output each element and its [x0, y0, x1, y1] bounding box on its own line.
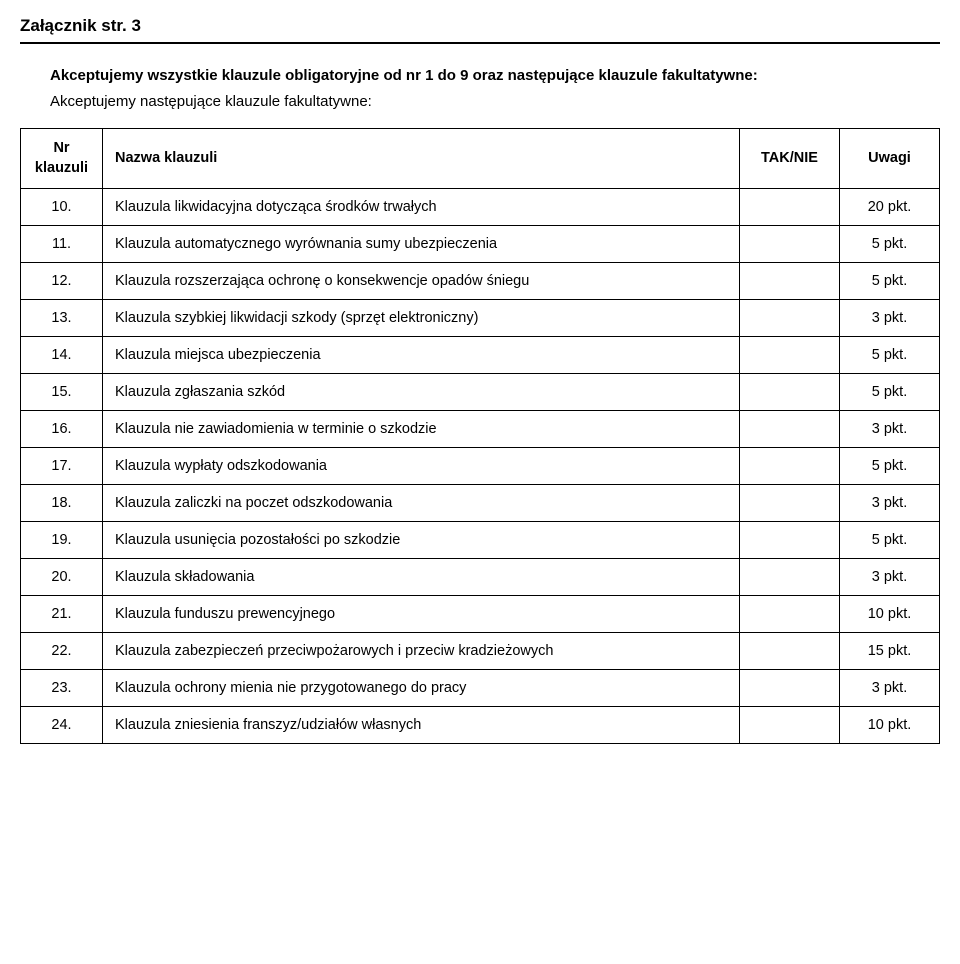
cell-tak: [740, 670, 840, 707]
cell-tak: [740, 485, 840, 522]
cell-uwagi: 5 pkt.: [840, 522, 940, 559]
cell-name: Klauzula nie zawiadomienia w terminie o …: [103, 411, 740, 448]
table-header-row: Nr klauzuli Nazwa klauzuli TAK/NIE Uwagi: [21, 129, 940, 189]
table-row: 14.Klauzula miejsca ubezpieczenia 5 pkt.: [21, 337, 940, 374]
cell-nr: 22.: [21, 633, 103, 670]
cell-uwagi: 20 pkt.: [840, 189, 940, 226]
cell-uwagi: 10 pkt.: [840, 707, 940, 744]
table-row: 11.Klauzula automatycznego wyrównania su…: [21, 226, 940, 263]
cell-uwagi: 3 pkt.: [840, 670, 940, 707]
cell-nr: 19.: [21, 522, 103, 559]
cell-uwagi: 3 pkt.: [840, 411, 940, 448]
cell-nr: 21.: [21, 596, 103, 633]
cell-name: Klauzula zniesienia franszyz/udziałów wł…: [103, 707, 740, 744]
cell-tak: [740, 707, 840, 744]
cell-nr: 24.: [21, 707, 103, 744]
cell-name: Klauzula zgłaszania szkód: [103, 374, 740, 411]
cell-name: Klauzula automatycznego wyrównania sumy …: [103, 226, 740, 263]
cell-uwagi: 3 pkt.: [840, 300, 940, 337]
table-row: 20.Klauzula składowania 3 pkt.: [21, 559, 940, 596]
cell-nr: 17.: [21, 448, 103, 485]
cell-tak: [740, 411, 840, 448]
table-row: 19.Klauzula usunięcia pozostałości po sz…: [21, 522, 940, 559]
cell-tak: [740, 448, 840, 485]
col-header-uwagi: Uwagi: [840, 129, 940, 189]
table-row: 22.Klauzula zabezpieczeń przeciwpożarowy…: [21, 633, 940, 670]
cell-nr: 10.: [21, 189, 103, 226]
cell-name: Klauzula ochrony mienia nie przygotowane…: [103, 670, 740, 707]
table-row: 21.Klauzula funduszu prewencyjnego 10 pkt…: [21, 596, 940, 633]
cell-nr: 20.: [21, 559, 103, 596]
cell-nr: 11.: [21, 226, 103, 263]
table-row: 10.Klauzula likwidacyjna dotycząca środk…: [21, 189, 940, 226]
cell-uwagi: 3 pkt.: [840, 559, 940, 596]
cell-name: Klauzula składowania: [103, 559, 740, 596]
cell-name: Klauzula rozszerzająca ochronę o konsekw…: [103, 263, 740, 300]
table-row: 24.Klauzula zniesienia franszyz/udziałów…: [21, 707, 940, 744]
cell-name: Klauzula zaliczki na poczet odszkodowani…: [103, 485, 740, 522]
cell-name: Klauzula funduszu prewencyjnego: [103, 596, 740, 633]
cell-nr: 23.: [21, 670, 103, 707]
cell-nr: 14.: [21, 337, 103, 374]
cell-uwagi: 5 pkt.: [840, 337, 940, 374]
table-row: 17.Klauzula wypłaty odszkodowania 5 pkt.: [21, 448, 940, 485]
cell-nr: 18.: [21, 485, 103, 522]
cell-tak: [740, 263, 840, 300]
table-row: 18.Klauzula zaliczki na poczet odszkodow…: [21, 485, 940, 522]
cell-nr: 15.: [21, 374, 103, 411]
table-row: 13.Klauzula szybkiej likwidacji szkody (…: [21, 300, 940, 337]
cell-tak: [740, 374, 840, 411]
cell-uwagi: 5 pkt.: [840, 374, 940, 411]
cell-uwagi: 5 pkt.: [840, 263, 940, 300]
table-row: 12.Klauzula rozszerzająca ochronę o kons…: [21, 263, 940, 300]
cell-uwagi: 10 pkt.: [840, 596, 940, 633]
cell-tak: [740, 596, 840, 633]
table-body: 10.Klauzula likwidacyjna dotycząca środk…: [21, 189, 940, 744]
cell-uwagi: 5 pkt.: [840, 448, 940, 485]
cell-tak: [740, 226, 840, 263]
col-header-name: Nazwa klauzuli: [103, 129, 740, 189]
page-title: Załącznik str. 3: [20, 16, 940, 44]
cell-name: Klauzula wypłaty odszkodowania: [103, 448, 740, 485]
cell-nr: 12.: [21, 263, 103, 300]
cell-tak: [740, 633, 840, 670]
cell-uwagi: 15 pkt.: [840, 633, 940, 670]
cell-name: Klauzula likwidacyjna dotycząca środków …: [103, 189, 740, 226]
col-header-tak: TAK/NIE: [740, 129, 840, 189]
intro-line-1: Akceptujemy wszystkie klauzule obligator…: [50, 64, 890, 87]
cell-tak: [740, 522, 840, 559]
cell-nr: 16.: [21, 411, 103, 448]
table-row: 23.Klauzula ochrony mienia nie przygotow…: [21, 670, 940, 707]
table-row: 15.Klauzula zgłaszania szkód 5 pkt.: [21, 374, 940, 411]
intro-line-2: Akceptujemy następujące klauzule fakulta…: [50, 93, 940, 110]
cell-nr: 13.: [21, 300, 103, 337]
cell-tak: [740, 189, 840, 226]
cell-name: Klauzula szybkiej likwidacji szkody (spr…: [103, 300, 740, 337]
table-row: 16.Klauzula nie zawiadomienia w terminie…: [21, 411, 940, 448]
cell-uwagi: 5 pkt.: [840, 226, 940, 263]
cell-tak: [740, 337, 840, 374]
clauses-table: Nr klauzuli Nazwa klauzuli TAK/NIE Uwagi…: [20, 128, 940, 744]
cell-tak: [740, 300, 840, 337]
cell-name: Klauzula miejsca ubezpieczenia: [103, 337, 740, 374]
col-header-nr: Nr klauzuli: [21, 129, 103, 189]
cell-name: Klauzula zabezpieczeń przeciwpożarowych …: [103, 633, 740, 670]
cell-tak: [740, 559, 840, 596]
cell-name: Klauzula usunięcia pozostałości po szkod…: [103, 522, 740, 559]
cell-uwagi: 3 pkt.: [840, 485, 940, 522]
